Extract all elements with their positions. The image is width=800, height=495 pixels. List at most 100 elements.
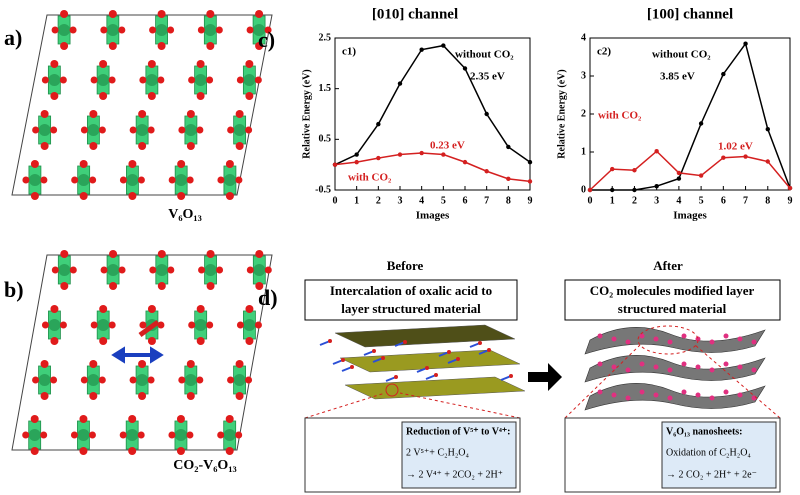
co2	[681, 389, 687, 395]
inset-text: V₆O₁₃ nanosheets:	[666, 426, 743, 437]
o-atom	[30, 447, 39, 455]
co2	[625, 367, 631, 373]
o-atom	[168, 431, 176, 439]
o-atom	[168, 176, 176, 184]
o-atom	[246, 266, 254, 274]
o-atom	[50, 126, 58, 134]
o-atom	[245, 337, 254, 345]
o-atom	[79, 415, 88, 423]
o-atom	[227, 126, 235, 134]
molecule-atom	[341, 358, 345, 362]
o-atom	[147, 376, 155, 384]
data-point	[676, 170, 682, 176]
y-tick-label: 2	[581, 108, 586, 119]
data-point	[376, 155, 381, 161]
co2	[597, 333, 603, 339]
o-atom	[186, 392, 195, 400]
box-text: Intercalation of oxalic acid to	[330, 283, 492, 298]
o-atom	[255, 282, 264, 290]
y-axis-label: Relative Energy (eV)	[556, 69, 567, 158]
annotation: without CO₂	[455, 49, 514, 61]
o-atom	[236, 76, 244, 84]
co2	[611, 336, 617, 342]
series-line	[334, 44, 531, 166]
data-point	[743, 41, 748, 46]
v-atom	[87, 374, 100, 386]
o-atom	[157, 42, 166, 50]
v-atom	[136, 374, 149, 386]
v-atom	[223, 429, 236, 441]
o-atom	[235, 431, 243, 439]
y-tick-label: 4	[581, 32, 586, 43]
v-atom	[58, 264, 71, 276]
data-point	[484, 169, 489, 174]
x-axis-label: Images	[416, 210, 450, 222]
data-point	[527, 179, 533, 184]
o-atom	[89, 360, 98, 368]
o-atom	[51, 266, 59, 274]
annotation: with CO₂	[598, 110, 642, 122]
x-tick-label: 3	[398, 195, 403, 206]
v-atom	[155, 24, 168, 36]
y-tick-label: 0	[581, 184, 586, 195]
o-atom	[118, 26, 126, 34]
co2	[709, 339, 715, 345]
o-atom	[50, 305, 59, 313]
o-atom	[225, 415, 234, 423]
molecule-atom	[456, 357, 460, 361]
o-atom	[138, 142, 147, 150]
inset-text: → 2 V⁴⁺ + 2CO₂ + 2H⁺	[406, 469, 503, 480]
inset-text: Reduction of V⁵⁺ to V⁴⁺:	[406, 426, 511, 437]
v-atom	[223, 174, 236, 186]
x-tick-label: 8	[765, 195, 770, 206]
inset-text: Oxidation of C₂H₂O₄	[666, 447, 751, 458]
o-atom	[206, 250, 215, 258]
x-tick-label: 3	[654, 195, 659, 206]
panel-label: d)	[258, 285, 278, 310]
co2	[597, 389, 603, 395]
o-atom	[60, 250, 69, 258]
v-atom	[107, 264, 120, 276]
x-tick-label: 1	[354, 195, 359, 206]
data-point	[354, 159, 359, 165]
data-point	[354, 152, 359, 157]
series-line	[590, 41, 791, 191]
data-point	[527, 159, 533, 165]
v-atom	[194, 319, 207, 331]
o-atom	[40, 431, 48, 439]
series-line	[334, 152, 531, 183]
o-atom	[40, 176, 48, 184]
x-tick-label: 1	[610, 195, 615, 206]
o-atom	[80, 126, 88, 134]
o-atom	[108, 42, 117, 50]
v-atom	[126, 174, 139, 186]
o-atom	[157, 10, 166, 18]
v-atom	[38, 374, 51, 386]
o-atom	[188, 76, 196, 84]
molecule-atom	[447, 350, 451, 354]
co2	[695, 392, 701, 398]
v-atom	[28, 429, 41, 441]
o-atom	[89, 110, 98, 118]
x-tick-label: 0	[588, 195, 593, 206]
caption: CO₂-V₆O₁₃	[173, 458, 236, 473]
x-tick-label: 2	[632, 195, 637, 206]
box-text: structured material	[618, 301, 727, 316]
box	[564, 279, 781, 321]
o-atom	[70, 431, 78, 439]
o-atom	[71, 176, 79, 184]
v-atom	[233, 124, 246, 136]
o-atom	[186, 431, 194, 439]
plot-frame	[334, 37, 531, 191]
x-tick-label: 0	[333, 195, 338, 206]
co2	[625, 339, 631, 345]
data-point	[462, 159, 468, 165]
co2	[723, 389, 729, 395]
o-atom	[89, 392, 98, 400]
chart-title: [010] channel	[372, 6, 458, 22]
data-point	[765, 159, 770, 164]
co2	[611, 364, 617, 370]
co2	[653, 336, 659, 342]
co2	[639, 389, 645, 395]
o-atom	[79, 192, 88, 200]
